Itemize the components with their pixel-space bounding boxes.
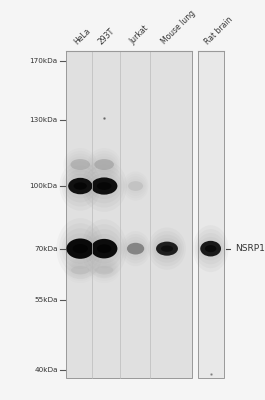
Ellipse shape bbox=[74, 182, 87, 190]
Ellipse shape bbox=[84, 224, 125, 273]
Ellipse shape bbox=[64, 233, 96, 264]
Ellipse shape bbox=[70, 159, 90, 170]
Ellipse shape bbox=[193, 225, 228, 272]
Ellipse shape bbox=[200, 241, 221, 256]
Ellipse shape bbox=[59, 223, 101, 274]
Ellipse shape bbox=[59, 161, 101, 211]
Text: 40kDa: 40kDa bbox=[34, 367, 58, 373]
Ellipse shape bbox=[195, 229, 227, 268]
Ellipse shape bbox=[89, 173, 120, 199]
Ellipse shape bbox=[86, 169, 122, 203]
Ellipse shape bbox=[198, 237, 223, 260]
Ellipse shape bbox=[128, 181, 143, 191]
Text: Rat brain: Rat brain bbox=[203, 15, 235, 46]
Ellipse shape bbox=[127, 243, 144, 254]
Ellipse shape bbox=[91, 239, 117, 258]
Text: 130kDa: 130kDa bbox=[29, 116, 58, 122]
Ellipse shape bbox=[66, 174, 95, 198]
Text: Mouse lung: Mouse lung bbox=[160, 9, 197, 46]
Text: 70kDa: 70kDa bbox=[34, 246, 58, 252]
Ellipse shape bbox=[68, 178, 92, 194]
Ellipse shape bbox=[81, 160, 127, 212]
Ellipse shape bbox=[73, 244, 88, 253]
Bar bbox=[198, 51, 224, 378]
Ellipse shape bbox=[161, 246, 173, 252]
Ellipse shape bbox=[205, 245, 216, 252]
Text: 100kDa: 100kDa bbox=[29, 183, 58, 189]
Text: 293T: 293T bbox=[97, 26, 117, 46]
Text: HeLa: HeLa bbox=[73, 26, 93, 46]
Text: 55kDa: 55kDa bbox=[34, 296, 58, 302]
Ellipse shape bbox=[61, 228, 99, 269]
Ellipse shape bbox=[61, 166, 99, 206]
Ellipse shape bbox=[156, 242, 178, 256]
Ellipse shape bbox=[56, 218, 104, 279]
Ellipse shape bbox=[197, 233, 225, 264]
Ellipse shape bbox=[148, 228, 186, 270]
Ellipse shape bbox=[84, 164, 125, 208]
Ellipse shape bbox=[97, 182, 112, 190]
Ellipse shape bbox=[91, 178, 117, 195]
Bar bbox=[67, 51, 192, 378]
Ellipse shape bbox=[152, 234, 182, 263]
Ellipse shape bbox=[81, 219, 127, 278]
Ellipse shape bbox=[67, 238, 94, 259]
Ellipse shape bbox=[95, 266, 113, 274]
Ellipse shape bbox=[86, 229, 122, 268]
Text: 170kDa: 170kDa bbox=[29, 58, 58, 64]
Text: NSRP1: NSRP1 bbox=[235, 244, 265, 253]
Ellipse shape bbox=[71, 266, 90, 274]
Ellipse shape bbox=[97, 244, 112, 253]
Text: Jurkat: Jurkat bbox=[128, 24, 151, 46]
Ellipse shape bbox=[89, 234, 120, 263]
Ellipse shape bbox=[154, 238, 180, 259]
Ellipse shape bbox=[150, 231, 184, 266]
Ellipse shape bbox=[64, 170, 97, 202]
Ellipse shape bbox=[94, 159, 114, 170]
